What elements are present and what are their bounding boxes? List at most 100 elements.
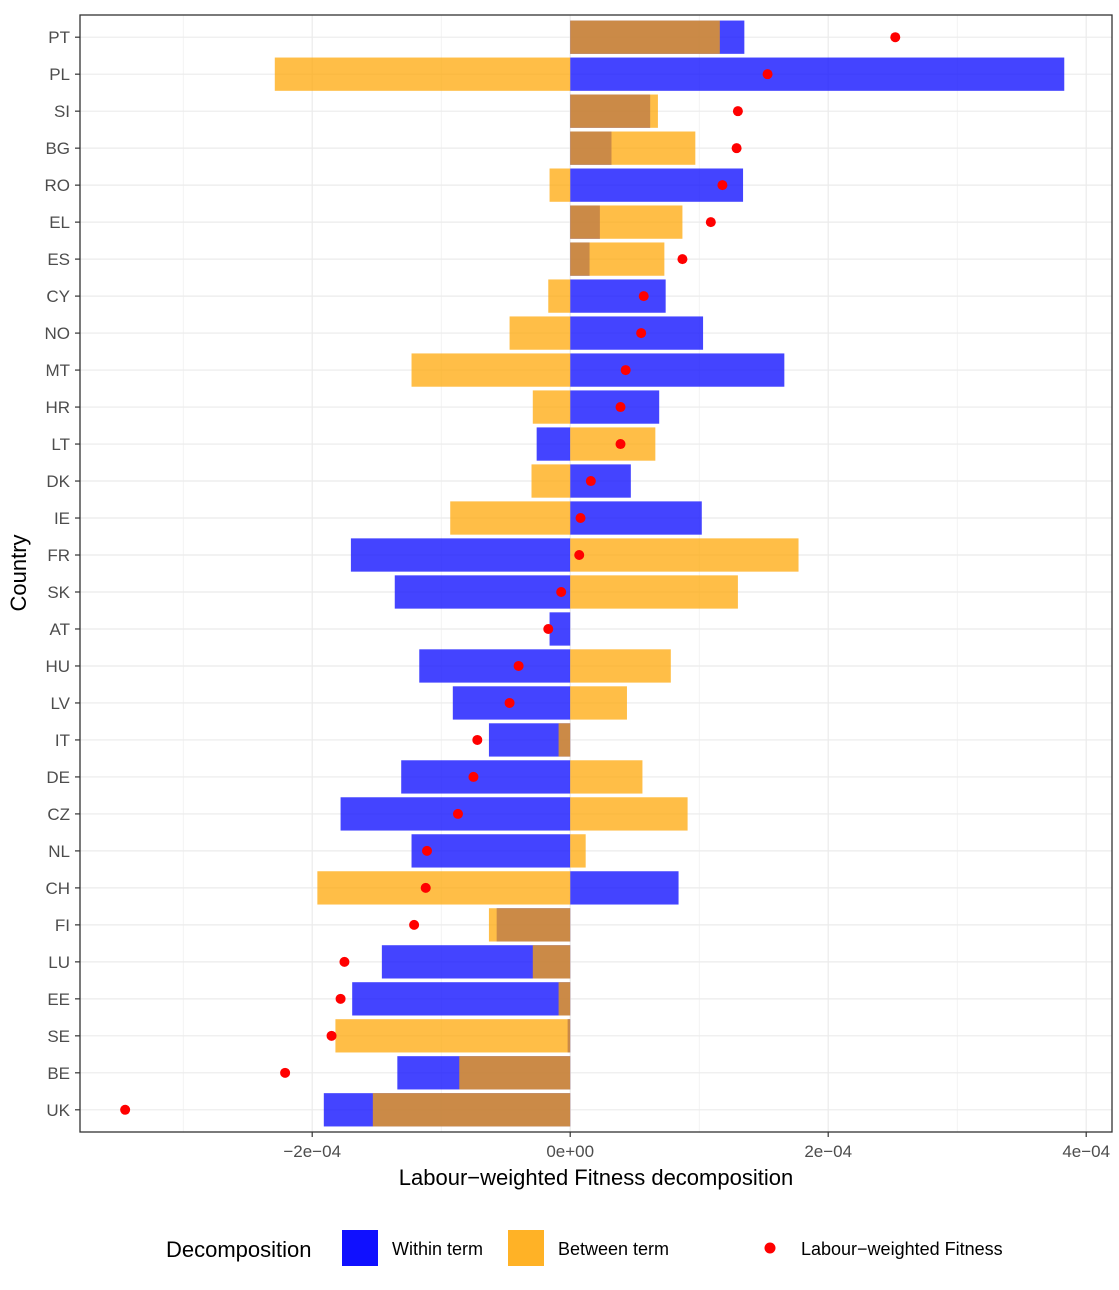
bar-between-it bbox=[558, 723, 571, 757]
point-fitness-fi bbox=[409, 919, 420, 930]
bar-between-cy bbox=[548, 279, 571, 313]
y-tick-label-dk: DK bbox=[46, 472, 70, 491]
bar-between-mt bbox=[411, 353, 571, 387]
bar-between-dk bbox=[531, 464, 571, 498]
bar-within-de bbox=[401, 760, 571, 794]
bars bbox=[274, 20, 1065, 1127]
bar-within-ie bbox=[570, 501, 702, 535]
legend-label-fitness: Labour−weighted Fitness bbox=[801, 1239, 1003, 1259]
y-tick-label-pl: PL bbox=[49, 65, 70, 84]
point-fitness-uk bbox=[120, 1104, 131, 1115]
y-tick-label-ro: RO bbox=[45, 176, 71, 195]
y-tick-label-si: SI bbox=[54, 102, 70, 121]
point-fitness-ch bbox=[420, 882, 431, 893]
bar-within-ee bbox=[352, 982, 571, 1016]
bar-within-pl bbox=[570, 57, 1065, 91]
point-fitness-lv bbox=[504, 697, 515, 708]
bar-within-lt bbox=[536, 427, 571, 461]
bar-between-pl bbox=[274, 57, 571, 91]
bar-between-ro bbox=[549, 168, 571, 202]
bar-within-ch bbox=[570, 871, 679, 905]
point-fitness-at bbox=[543, 623, 554, 634]
y-tick-label-at: AT bbox=[50, 620, 70, 639]
legend-label-within: Within term bbox=[392, 1239, 483, 1259]
point-fitness-si bbox=[732, 106, 743, 117]
y-tick-label-no: NO bbox=[45, 324, 71, 343]
bar-between-se bbox=[335, 1019, 571, 1053]
y-tick-label-fi: FI bbox=[55, 916, 70, 935]
bar-between-sk bbox=[570, 575, 738, 609]
legend-title: Decomposition bbox=[166, 1237, 312, 1262]
bar-between-fi bbox=[488, 908, 571, 942]
point-fitness-ee bbox=[335, 993, 346, 1004]
y-axis: PT PL SI BG RO EL ES CY NO MT HR LT DK IE FR SK AT HU LV IT… bbox=[45, 28, 80, 1120]
bar-between-lt bbox=[570, 427, 656, 461]
bar-within-cy bbox=[570, 279, 666, 313]
bar-between-cz bbox=[570, 797, 688, 831]
bar-between-ie bbox=[450, 501, 571, 535]
y-tick-label-lv: LV bbox=[50, 694, 70, 713]
point-fitness-cz bbox=[452, 808, 463, 819]
bar-between-be bbox=[459, 1056, 571, 1090]
bar-between-es bbox=[570, 242, 665, 276]
bar-between-bg bbox=[570, 131, 696, 165]
point-fitness-lt bbox=[615, 439, 626, 450]
legend-key-within bbox=[342, 1230, 378, 1266]
bar-between-el bbox=[570, 205, 683, 239]
y-tick-label-cy: CY bbox=[46, 287, 70, 306]
bar-between-hr bbox=[532, 390, 571, 424]
point-fitness-no bbox=[636, 328, 647, 339]
legend: Decomposition Within term Between term L… bbox=[166, 1230, 1003, 1266]
point-fitness-ro bbox=[717, 180, 728, 191]
x-tick-label: 0e+00 bbox=[546, 1142, 594, 1161]
bar-within-ro bbox=[570, 168, 744, 202]
bar-within-fr bbox=[350, 538, 571, 572]
legend-key-fitness bbox=[764, 1242, 776, 1254]
y-tick-label-it: IT bbox=[55, 731, 70, 750]
legend-label-between: Between term bbox=[558, 1239, 669, 1259]
y-tick-label-ee: EE bbox=[47, 990, 70, 1009]
x-axis: −2e−04 0e+00 2e−04 4e−04 bbox=[283, 1132, 1110, 1161]
x-tick-label: 4e−04 bbox=[1062, 1142, 1110, 1161]
bar-within-it bbox=[488, 723, 571, 757]
point-fitness-fr bbox=[574, 550, 585, 561]
point-fitness-it bbox=[472, 734, 483, 745]
fitness-points bbox=[120, 32, 901, 1115]
bar-between-no bbox=[509, 316, 571, 350]
y-tick-label-be: BE bbox=[47, 1064, 70, 1083]
point-fitness-de bbox=[468, 771, 479, 782]
bar-between-de bbox=[570, 760, 643, 794]
point-fitness-nl bbox=[422, 845, 433, 856]
y-tick-label-el: EL bbox=[49, 213, 70, 232]
x-tick-label: −2e−04 bbox=[283, 1142, 341, 1161]
point-fitness-mt bbox=[620, 365, 631, 376]
bar-within-at bbox=[549, 612, 571, 646]
x-axis-title: Labour−weighted Fitness decomposition bbox=[399, 1165, 793, 1190]
bar-between-nl bbox=[570, 834, 586, 868]
point-fitness-se bbox=[326, 1030, 337, 1041]
point-fitness-lu bbox=[339, 956, 350, 967]
point-fitness-dk bbox=[585, 476, 596, 487]
bar-between-lv bbox=[570, 686, 627, 720]
point-fitness-be bbox=[280, 1067, 291, 1078]
point-fitness-pl bbox=[762, 69, 773, 80]
y-tick-label-se: SE bbox=[47, 1027, 70, 1046]
y-tick-label-fr: FR bbox=[47, 546, 70, 565]
legend-key-between bbox=[508, 1230, 544, 1266]
bar-between-pt bbox=[570, 20, 720, 54]
point-fitness-es bbox=[677, 254, 688, 265]
y-tick-label-ie: IE bbox=[54, 509, 70, 528]
point-fitness-bg bbox=[731, 143, 742, 154]
point-fitness-pt bbox=[890, 32, 901, 43]
y-tick-label-nl: NL bbox=[48, 842, 70, 861]
bar-between-fr bbox=[570, 538, 799, 572]
y-tick-label-sk: SK bbox=[47, 583, 70, 602]
x-tick-label: 2e−04 bbox=[804, 1142, 852, 1161]
y-tick-label-es: ES bbox=[47, 250, 70, 269]
y-tick-label-pt: PT bbox=[48, 28, 70, 47]
bar-within-nl bbox=[411, 834, 571, 868]
bar-between-ch bbox=[317, 871, 571, 905]
bar-within-dk bbox=[570, 464, 631, 498]
bar-between-si bbox=[570, 94, 658, 128]
